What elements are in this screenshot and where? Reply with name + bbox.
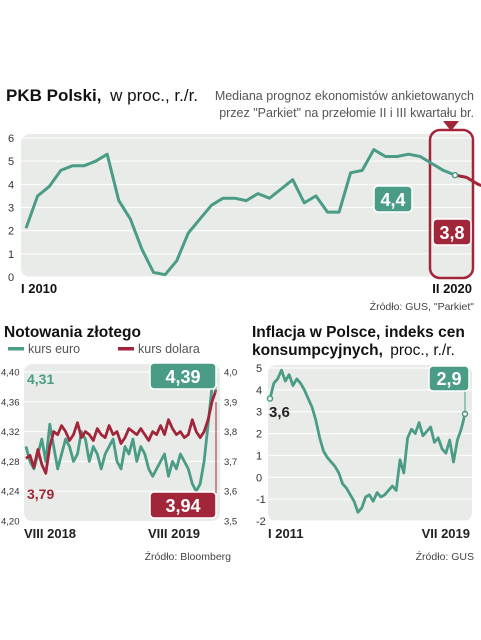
- cpi-y-tick-label: 3: [256, 407, 262, 419]
- cpi-plot-area: [268, 365, 472, 521]
- gdp-x-start: I 2010: [21, 281, 57, 296]
- cpi-x-end: VII 2019: [422, 526, 470, 541]
- cpi-y-tick-label: 4: [256, 385, 262, 397]
- zloty-x-end: VIII 2019: [148, 526, 200, 541]
- zloty-y-tick-left: 4,40: [1, 368, 20, 379]
- zloty-y-tick-right: 3,5: [224, 517, 237, 528]
- euro-end-label: 4,39: [165, 367, 200, 387]
- gdp-title: PKB Polski, w proc., r./r.: [6, 86, 198, 105]
- cpi-source: Źródło: GUS: [416, 550, 474, 563]
- gdp-y-tick-label: 0: [8, 272, 14, 284]
- legend-dollar-swatch: [118, 347, 134, 351]
- gdp-title-unit: w proc., r./r.: [109, 86, 198, 105]
- forecast-marker-icon: [443, 121, 459, 131]
- cpi-y-tick-label: 0: [256, 472, 262, 484]
- cpi-y-ticks: -2 -1 0 1 2 3 4 5: [256, 363, 266, 528]
- cpi-y-tick-label: -1: [256, 494, 266, 506]
- cpi-first-point: [266, 395, 274, 402]
- euro-end-badge: [149, 362, 217, 390]
- cpi-title-bold: konsumpcyjnych,: [252, 342, 383, 359]
- zloty-y-tick-right: 4,0: [224, 368, 237, 379]
- cpi-y-tick-label: 1: [256, 450, 262, 462]
- zloty-y-tick-left: 4,28: [1, 457, 20, 468]
- gdp-y-tick-label: 3: [8, 203, 14, 215]
- dollar-end-badge: [149, 491, 217, 519]
- cpi-x-start: I 2011: [268, 526, 303, 541]
- zloty-y-tick-right: 3,9: [224, 397, 237, 408]
- gdp-y-tick-label: 1: [8, 249, 14, 261]
- zloty-y-tick-left: 4,20: [1, 517, 20, 528]
- zloty-title: Notowania złotego: [4, 324, 141, 341]
- gdp-current-label: 4,4: [380, 190, 405, 210]
- cpi-y-tick-label: 5: [256, 363, 262, 375]
- gdp-forecast-badge: [432, 218, 472, 246]
- cpi-y-tick-label: 2: [256, 429, 262, 441]
- gdp-note-line2: przez "Parkiet" na przełomie II i III kw…: [219, 106, 474, 120]
- cpi-y-tick-label: -2: [256, 516, 266, 528]
- gdp-forecast-label: 3,8: [439, 223, 464, 243]
- gdp-chart: PKB Polski, w proc., r./r. Mediana progn…: [6, 86, 481, 313]
- inflation-chart: Inflacja w Polsce, indeks cen konsumpcyj…: [252, 324, 474, 563]
- gdp-current-badge: [373, 185, 413, 213]
- gdp-y-tick-label: 6: [8, 133, 14, 145]
- legend-euro: kurs euro: [28, 342, 80, 356]
- zloty-y-tick-right: 3,8: [224, 427, 237, 438]
- zloty-y-ticks-left: 4,20 4,24 4,28 4,32 4,36 4,40: [1, 368, 20, 528]
- cpi-end-badge: [428, 365, 470, 392]
- gdp-title-bold: PKB Polski,: [6, 86, 101, 105]
- dollar-start-label: 3,79: [27, 486, 54, 502]
- gdp-source: Źródło: GUS, "Parkiet": [370, 300, 475, 313]
- euro-series-line: [24, 378, 218, 493]
- zloty-y-ticks-right: 3,5 3,6 3,7 3,8 3,9 4,0: [224, 368, 237, 528]
- cpi-title-line1: Inflacja w Polsce, indeks cen: [252, 324, 465, 341]
- cpi-series-line: [268, 368, 467, 514]
- gdp-note-line1: Mediana prognoz ekonomistów ankietowanyc…: [215, 89, 474, 103]
- zloty-y-tick-right: 3,7: [224, 457, 237, 468]
- gdp-y-ticks: 0 1 2 3 4 5 6: [8, 133, 14, 284]
- zloty-source: Źródło: Bloomberg: [145, 550, 232, 563]
- cpi-start-label: 3,6: [269, 404, 290, 421]
- cpi-end-label: 2,9: [436, 369, 461, 389]
- gdp-y-tick-label: 5: [8, 156, 14, 168]
- gdp-forecast-line: [454, 173, 481, 188]
- gdp-x-end: II 2020: [432, 281, 472, 296]
- gdp-series-line: [24, 148, 456, 277]
- cpi-title-unit: proc., r./r.: [390, 342, 455, 359]
- zloty-y-tick-left: 4,36: [1, 397, 20, 408]
- zloty-y-tick-left: 4,32: [1, 427, 20, 438]
- zloty-chart: Notowania złotego kurs euro kurs dolara …: [1, 324, 237, 563]
- gdp-last-point: [451, 171, 459, 179]
- zloty-y-tick-left: 4,24: [1, 487, 20, 498]
- zloty-x-start: VIII 2018: [24, 526, 76, 541]
- dollar-series-line: [25, 389, 218, 475]
- legend-euro-swatch: [8, 347, 24, 351]
- dollar-end-label: 3,94: [165, 496, 200, 516]
- legend-dollar: kurs dolara: [138, 342, 200, 356]
- gdp-y-tick-label: 4: [8, 179, 14, 191]
- gdp-y-tick-label: 2: [8, 226, 14, 238]
- zloty-y-tick-right: 3,6: [224, 487, 237, 498]
- cpi-title-line2: konsumpcyjnych, proc., r./r.: [252, 342, 455, 359]
- euro-start-label: 4,31: [27, 371, 54, 387]
